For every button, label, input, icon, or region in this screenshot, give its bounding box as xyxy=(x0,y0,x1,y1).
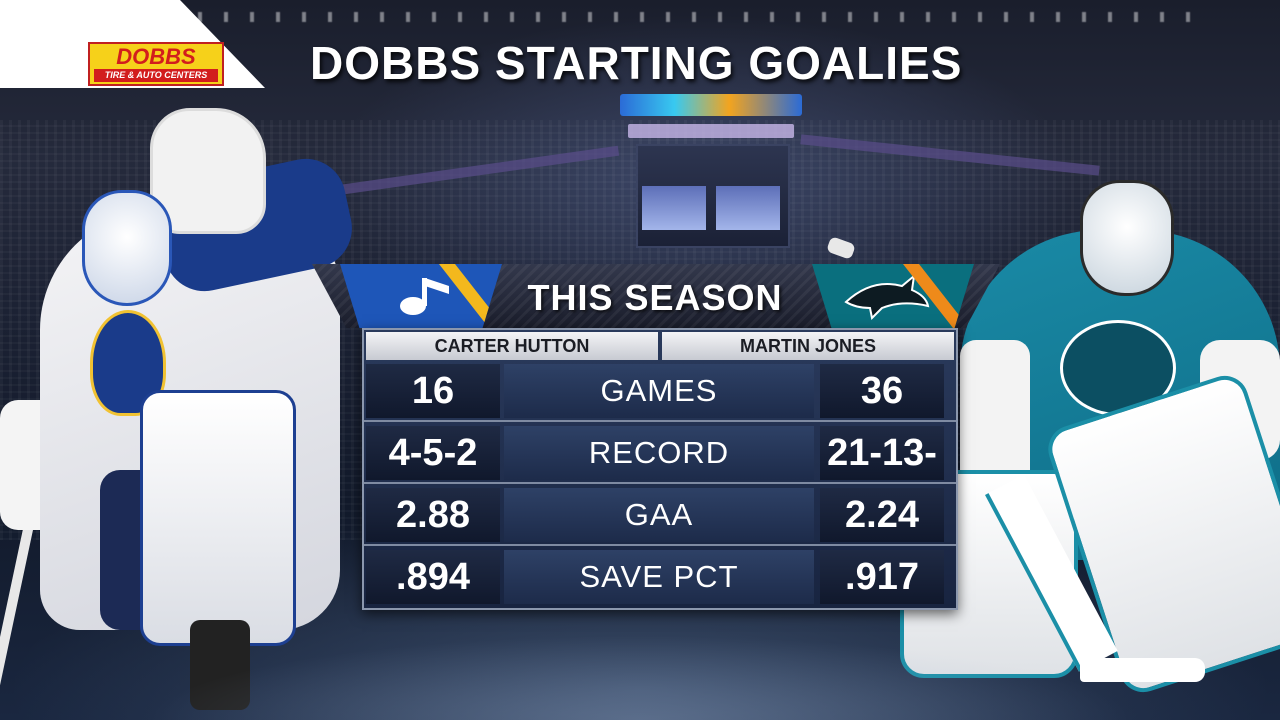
goalie-mask-right xyxy=(1080,180,1174,296)
stat-row-record: 4-5-2 RECORD 21-13-2 xyxy=(366,422,954,528)
stat-value-left: 2.88 xyxy=(366,488,500,542)
sponsor-name: DOBBS xyxy=(116,44,196,69)
goalie-pad-left xyxy=(140,390,296,646)
jumbotron-ring xyxy=(628,124,794,138)
stat-label: SAVE PCT xyxy=(504,550,814,604)
goalie-skate-left xyxy=(190,620,250,710)
stat-row-games: 16 GAMES 36 xyxy=(366,360,954,418)
shark-icon xyxy=(844,273,930,320)
player-name-left: CARTER HUTTON xyxy=(366,332,658,360)
sponsor-logo: DOBBS TIRE & AUTO CENTERS xyxy=(88,42,224,86)
row-divider xyxy=(364,482,956,484)
stat-value-right: 36 xyxy=(820,364,944,418)
jumbotron-screen xyxy=(716,186,780,230)
stat-value-right: 2.24 xyxy=(820,488,944,542)
stat-label: GAMES xyxy=(504,364,814,418)
season-title: THIS SEASON xyxy=(527,277,783,318)
goalie-stick-blade-right xyxy=(1080,658,1205,682)
stat-value-left: .894 xyxy=(366,550,500,604)
arena-lights xyxy=(120,12,1200,22)
stat-label: RECORD xyxy=(504,426,814,480)
stat-value-left: 4-5-2 xyxy=(366,426,500,480)
player-name-right: MARTIN JONES xyxy=(662,332,954,360)
stat-row-save-pct: .894 SAVE PCT .917 xyxy=(366,546,954,604)
goalie-mask-left xyxy=(82,190,172,306)
jumbotron-body xyxy=(636,144,790,248)
stats-panel: CARTER HUTTON MARTIN JONES 16 GAMES 36 4… xyxy=(362,328,958,610)
blues-note-icon xyxy=(400,278,449,315)
stat-value-right: 21-13-2 xyxy=(820,426,944,528)
team-badge-left xyxy=(340,264,502,328)
stat-value-left: 16 xyxy=(366,364,500,418)
jumbotron-ring xyxy=(620,94,802,116)
jumbotron xyxy=(620,94,802,248)
sponsor-tagline: TIRE & AUTO CENTERS xyxy=(94,69,218,82)
stat-value-right: .917 xyxy=(820,550,944,604)
stat-label: GAA xyxy=(504,488,814,542)
goalie-glove-left xyxy=(150,108,266,234)
team-badge-right xyxy=(812,264,974,328)
stat-row-gaa: 2.88 GAA 2.24 xyxy=(366,484,954,542)
jumbotron-screen xyxy=(642,186,706,230)
row-divider xyxy=(364,544,956,546)
row-divider xyxy=(364,420,956,422)
page-title: DOBBS STARTING GOALIES xyxy=(310,37,963,89)
